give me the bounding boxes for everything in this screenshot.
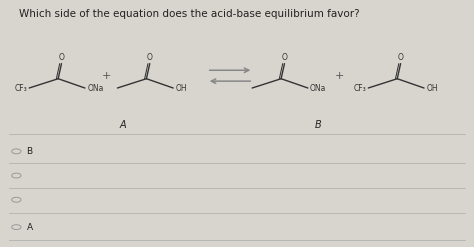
Text: OH: OH (426, 83, 438, 93)
Text: +: + (335, 71, 344, 81)
Text: O: O (59, 53, 64, 62)
Text: B: B (315, 120, 322, 130)
Text: O: O (398, 53, 403, 62)
Text: A: A (120, 120, 127, 130)
Text: +: + (102, 71, 111, 81)
Text: A: A (27, 223, 33, 232)
Text: Which side of the equation does the acid-base equilibrium favor?: Which side of the equation does the acid… (18, 9, 359, 19)
Text: CF₃: CF₃ (353, 83, 366, 93)
Text: O: O (282, 53, 287, 62)
Text: CF₃: CF₃ (14, 83, 27, 93)
Text: ONa: ONa (310, 83, 327, 93)
Text: O: O (147, 53, 153, 62)
Text: ONa: ONa (87, 83, 103, 93)
Text: OH: OH (175, 83, 187, 93)
Text: B: B (27, 147, 33, 156)
